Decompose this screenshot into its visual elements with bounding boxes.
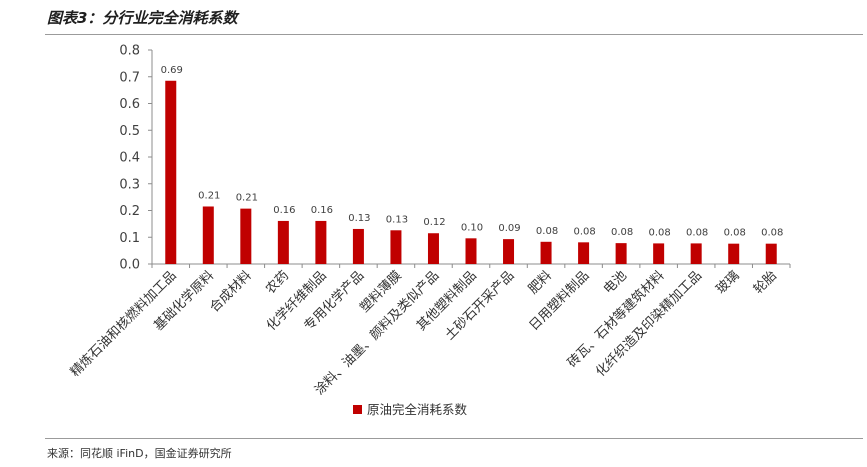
data-label: 0.08 [724,228,746,239]
data-label: 0.12 [423,217,445,228]
x-tick-label: 玻璃 [714,268,743,297]
bar [540,241,552,264]
bar [352,228,364,264]
bar [277,220,289,264]
x-axis [151,263,791,268]
bar [165,80,177,264]
source-note: 来源：同花顺 iFinD，国金证券研究所 [47,447,232,460]
y-axis: 0.0 0.1 0.2 0.3 0.4 0.5 0.6 0.7 0.8 [119,44,153,273]
bar [390,230,402,264]
bar [202,206,214,264]
data-label: 0.08 [573,226,595,237]
bar-chart: 0.0 0.1 0.2 0.3 0.4 0.5 0.6 0.7 0.8 0.69 0.21 0.21… [67,44,791,417]
bar [728,243,740,264]
y-tick-label: 0.3 [119,177,140,192]
data-label: 0.08 [649,227,671,238]
top-divider [45,34,863,35]
y-tick-label: 0.6 [119,97,140,112]
data-label: 0.08 [536,226,558,237]
x-tick-label: 轮胎 [751,268,780,297]
data-label: 0.09 [498,223,520,234]
bar [578,242,590,264]
bar [315,220,327,264]
bar [615,243,627,264]
y-tick-label: 0.4 [119,151,140,166]
y-tick-label: 0.5 [119,124,140,139]
legend-swatch [353,405,362,414]
x-tick-label: 土砂石开采产品 [442,268,517,343]
bar [465,238,477,264]
bar [765,243,777,264]
bottom-divider [45,438,863,439]
bar [690,243,702,264]
bars [165,80,777,264]
legend-label: 原油完全消耗系数 [367,402,468,417]
data-label: 0.13 [386,214,408,225]
x-tick-label: 电池 [601,268,630,297]
x-tick-label: 肥料 [526,268,555,297]
legend: 原油完全消耗系数 [353,402,468,417]
y-tick-label: 0.1 [119,231,140,246]
chart-title: 图表3：分行业完全消耗系数 [47,9,238,27]
y-tick-label: 0.7 [119,70,140,85]
data-label: 0.13 [348,213,370,224]
data-label: 0.69 [161,65,183,76]
data-label: 0.08 [761,228,783,239]
value-labels: 0.69 0.21 0.21 0.16 0.16 0.13 0.13 0.12 0.10 0.09… [161,65,784,239]
bar [427,233,439,264]
data-label: 0.08 [611,227,633,238]
y-tick-label: 0.0 [119,258,140,273]
bar [653,243,665,264]
data-label: 0.08 [686,227,708,238]
data-label: 0.16 [273,205,295,216]
bar [240,208,252,264]
bar [503,239,515,264]
x-tick-label: 农药 [263,268,292,297]
data-label: 0.21 [198,190,220,201]
y-tick-label: 0.2 [119,204,140,219]
data-label: 0.21 [236,193,258,204]
data-label: 0.10 [461,222,483,233]
data-label: 0.16 [311,205,333,216]
y-tick-label: 0.8 [119,44,140,59]
x-tick-label: 合成材料 [207,268,254,315]
